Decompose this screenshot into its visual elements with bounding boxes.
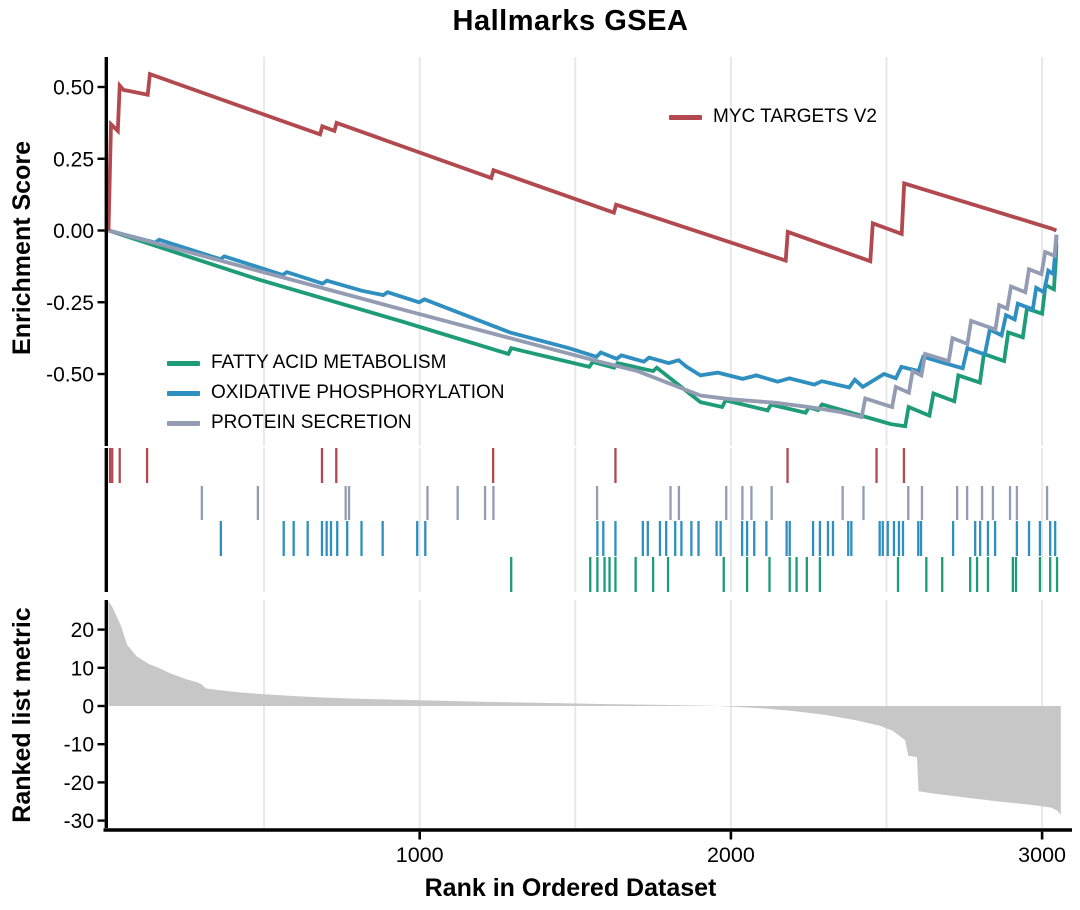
- legend-item-fatty-acid-metabolism: FATTY ACID METABOLISM: [167, 352, 446, 374]
- legend-label-myc-targets-v2: MYC TARGETS V2: [713, 106, 877, 127]
- es-y-tick-label: -0.50: [46, 364, 94, 387]
- legend-label-fatty-acid-metabolism: FATTY ACID METABOLISM: [211, 352, 447, 373]
- legend-swatch-protein-secretion: [167, 420, 200, 426]
- x-tick-label: 1000: [396, 843, 444, 867]
- legend-item-oxidative-phosphorylation: OXIDATIVE PHOSPHORYLATION: [167, 382, 505, 404]
- metric-y-tick-label: 10: [71, 657, 94, 680]
- metric-y-tick-label: 20: [71, 619, 94, 642]
- legend-item-protein-secretion: PROTEIN SECRETION: [167, 412, 412, 434]
- legend-swatch-myc-targets-v2: [669, 114, 702, 120]
- x-axis-label: Rank in Ordered Dataset: [424, 874, 717, 902]
- metric-y-tick-label: -10: [64, 734, 94, 757]
- ranked-metric-area: [108, 601, 1061, 816]
- legend-swatch-oxidative-phosphorylation: [167, 390, 200, 396]
- metric-y-tick-label: -20: [64, 772, 94, 795]
- legend-swatch-fatty-acid-metabolism: [167, 360, 200, 366]
- x-tick-label: 3000: [1018, 843, 1066, 867]
- es-curve-oxidative-phosphorylation: [108, 228, 1059, 390]
- es-curve-protein-secretion: [108, 228, 1059, 420]
- es-y-tick-label: -0.25: [46, 292, 94, 315]
- es-y-tick-label: 0.25: [53, 148, 94, 171]
- x-tick-label: 2000: [707, 843, 755, 867]
- es-y-tick-label: 0.50: [53, 77, 94, 100]
- metric-y-tick-label: -30: [64, 810, 94, 833]
- chart-title: Hallmarks GSEA: [452, 5, 689, 37]
- metric-y-tick-label: 0: [82, 696, 94, 719]
- enrichment-score-axis-label: Enrichment Score: [8, 141, 36, 355]
- legend-label-oxidative-phosphorylation: OXIDATIVE PHOSPHORYLATION: [211, 382, 505, 403]
- es-y-tick-label: 0.00: [53, 220, 94, 243]
- ranked-list-metric-axis-label: Ranked list metric: [8, 607, 36, 823]
- es-curve-myc-targets-v2: [106, 71, 1058, 264]
- legend-label-protein-secretion: PROTEIN SECRETION: [211, 412, 412, 433]
- legend-item-myc-targets-v2: MYC TARGETS V2: [669, 106, 877, 128]
